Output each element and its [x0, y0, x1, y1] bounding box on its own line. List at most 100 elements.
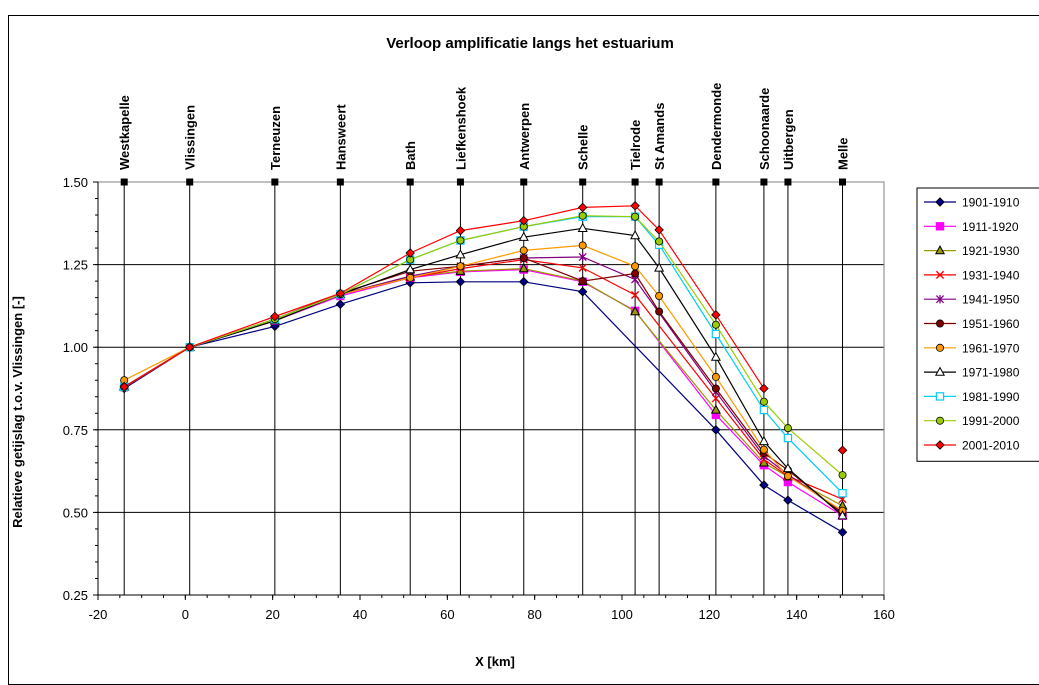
station-markers: Westkapelle Vlissingen Terneuzen Hansweert B…: [117, 83, 851, 186]
station-marker: [520, 178, 528, 186]
series-line: [123, 281, 843, 533]
data-point: [782, 462, 793, 473]
data-point: [711, 320, 720, 329]
legend-label: 1941-1950: [962, 293, 1020, 307]
data-point: [783, 424, 792, 433]
legend-label: 2001-2010: [962, 439, 1020, 453]
plot-background: [98, 182, 884, 595]
legend-entry: 1911-1920: [924, 220, 1019, 234]
data-point: [630, 201, 640, 211]
station-marker: [631, 178, 639, 186]
legend-entry: 1901-1910: [924, 196, 1020, 210]
data-point: [655, 237, 664, 246]
marker-stroke: [578, 263, 587, 272]
legend-entry: 1931-1940: [924, 268, 1020, 282]
legend-label: 1911-1920: [962, 220, 1019, 234]
data-point: [455, 277, 466, 287]
station-label: Hansweert: [333, 104, 348, 170]
data-point: [711, 329, 721, 339]
legend-entry: 1971-1980: [924, 366, 1020, 380]
data-point: [577, 286, 588, 297]
data-point: [455, 225, 466, 236]
data-point: [518, 215, 529, 226]
y-tick-label: 0.25: [63, 588, 88, 603]
data-point: [518, 231, 529, 241]
data-point: [783, 433, 793, 443]
x-tick-label: 120: [698, 607, 720, 622]
station-marker: [655, 178, 663, 186]
legend-label: 1961-1970: [962, 341, 1020, 355]
data-point: [405, 264, 416, 274]
legend-label: 1981-1990: [962, 390, 1020, 404]
legend-marker: [935, 295, 945, 304]
station-label: Liefkenshoek: [453, 86, 468, 170]
data-point: [578, 211, 587, 220]
data-point: [456, 262, 465, 271]
legend-label: 1901-1910: [962, 196, 1020, 210]
data-point: [758, 435, 769, 446]
legend-label: 1951-1960: [962, 317, 1020, 331]
data-point: [759, 383, 769, 394]
legend-marker: [935, 440, 945, 450]
x-tick-label: 140: [786, 607, 808, 622]
series-group: [119, 201, 848, 537]
data-point: [654, 262, 665, 272]
station-label: Uitbergen: [781, 109, 796, 170]
data-point: [655, 291, 664, 300]
station-marker: [120, 178, 128, 186]
x-tick-label: 20: [265, 607, 279, 622]
marker-stroke: [711, 394, 720, 403]
data-point: [631, 212, 640, 221]
data-point: [631, 262, 640, 271]
x-tick-label: 100: [611, 607, 633, 622]
y-tick-label: 1.50: [63, 175, 88, 190]
x-tick-label: 60: [440, 607, 454, 622]
legend: 1901-1910 1911-1920 1921-1930 1931-1940 1941…: [916, 187, 1039, 462]
data-point: [710, 351, 721, 361]
data-point: [711, 372, 720, 381]
data-point: [405, 248, 415, 258]
data-point: [711, 310, 721, 320]
station-label: Schelle: [576, 124, 591, 170]
station-label: Bath: [403, 141, 418, 170]
data-point: [837, 445, 848, 456]
data-point: [783, 472, 792, 481]
station-label: Dendermonde: [709, 83, 724, 170]
data-point: [456, 236, 465, 245]
legend-entry: 1991-2000: [924, 414, 1020, 428]
legend-label: 1931-1940: [962, 268, 1020, 282]
legend-entry: 1951-1960: [924, 317, 1020, 331]
marker-stroke: [631, 290, 640, 300]
series-line: [123, 227, 843, 517]
station-marker: [271, 178, 279, 186]
data-point: [455, 249, 466, 259]
y-tick-label: 1.00: [63, 340, 88, 355]
data-point: [759, 397, 768, 406]
x-tick-label: 80: [527, 607, 541, 622]
data-point: [759, 480, 769, 490]
data-point: [335, 299, 346, 310]
legend-marker: [936, 343, 945, 352]
data-point: [783, 495, 793, 505]
data-point: [577, 202, 588, 213]
data-point: [711, 394, 720, 403]
station-label: Vlissingen: [183, 105, 198, 170]
data-point: [578, 277, 587, 286]
station-marker: [784, 178, 792, 186]
x-axis-label: X [km]: [475, 654, 515, 669]
y-tick-label: 0.50: [63, 505, 88, 520]
data-point: [711, 384, 720, 393]
legend-entry: 1921-1930: [924, 244, 1020, 258]
data-point: [759, 445, 768, 454]
x-tick-label: -20: [89, 607, 108, 622]
legend-marker: [934, 366, 946, 376]
data-point: [578, 252, 587, 262]
data-point: [518, 263, 529, 273]
data-point: [519, 253, 528, 262]
x-tick-label: 40: [353, 607, 367, 622]
y-axis-label: Relatieve getijslag t.o.v. Vlissingen [-…: [10, 296, 25, 528]
station-marker: [839, 178, 847, 186]
axes: 0.25 0.50 0.75 1.00 1.25 1.50 -20 0 20 40 60 80 100 1…: [63, 175, 895, 622]
legend-entry: 2001-2010: [924, 439, 1020, 453]
station-marker: [186, 178, 194, 186]
